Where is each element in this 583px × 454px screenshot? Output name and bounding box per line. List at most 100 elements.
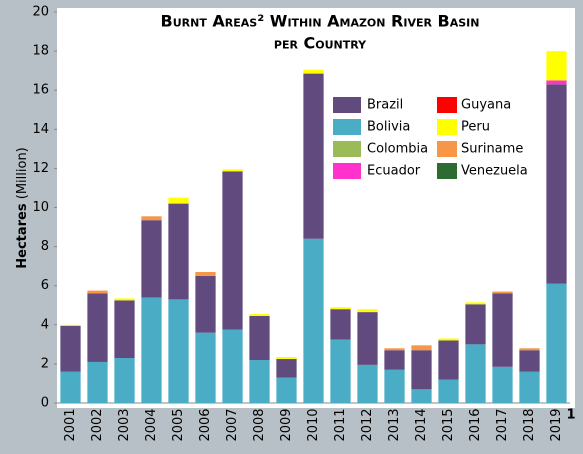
legend-swatch xyxy=(333,163,361,179)
bar-segment xyxy=(330,307,350,309)
chart-title: Burnt Areas² Within Amazon River Basin xyxy=(161,12,480,31)
y-tick-label: 20 xyxy=(32,5,49,20)
legend-label: Ecuador xyxy=(367,164,421,179)
bar-segment xyxy=(276,378,296,403)
legend-label: Venezuela xyxy=(461,164,528,179)
bar-segment xyxy=(411,345,431,350)
x-tick-label: 2015 xyxy=(441,408,456,441)
y-tick-label: 18 xyxy=(32,44,49,59)
bar-segment xyxy=(438,338,458,340)
x-tick-label: 2008 xyxy=(252,408,267,441)
bar-segment xyxy=(384,348,404,350)
x-tick-label: 2003 xyxy=(117,408,132,441)
y-tick-label: 6 xyxy=(41,278,49,293)
bar-segment xyxy=(411,350,431,389)
legend-swatch xyxy=(333,119,361,135)
x-tick-label: 2018 xyxy=(522,408,537,441)
bar-segment xyxy=(357,365,377,403)
bar-segment xyxy=(384,350,404,370)
bar-segment xyxy=(168,198,188,204)
x-tick-label: 2011 xyxy=(333,408,348,441)
bar-segment xyxy=(546,84,566,283)
bar-segment xyxy=(114,358,134,403)
bar-segment xyxy=(195,272,215,276)
bar-segment xyxy=(330,309,350,339)
bar-segment xyxy=(303,74,323,239)
x-tick-label: 2006 xyxy=(198,408,213,441)
x-tick-label: 2009 xyxy=(279,408,294,441)
x-tick-label: 2007 xyxy=(225,408,240,441)
bar-segment xyxy=(357,312,377,365)
legend-swatch xyxy=(437,141,457,157)
legend-swatch xyxy=(333,141,361,157)
bar-segment xyxy=(114,298,134,300)
bar-segment xyxy=(141,216,161,220)
y-tick-label: 2 xyxy=(41,356,49,371)
y-tick-label: 8 xyxy=(41,239,49,254)
bar-segment xyxy=(384,370,404,403)
bar-segment xyxy=(465,344,485,403)
bar-segment xyxy=(222,169,242,171)
y-tick-label: 12 xyxy=(32,161,49,176)
x-tick-label: 2004 xyxy=(144,408,159,441)
bar-segment xyxy=(87,362,107,403)
x-tick-label: 2019 xyxy=(549,408,564,441)
y-tick-label: 16 xyxy=(32,83,49,98)
chart: Burnt Areas² Within Amazon River Basin p… xyxy=(0,0,583,454)
bar-segment xyxy=(303,239,323,403)
legend-label: Brazil xyxy=(367,98,403,113)
bar-segment xyxy=(303,70,323,74)
bar-segment xyxy=(276,357,296,359)
bar-segment xyxy=(60,325,80,326)
bar-segment xyxy=(465,304,485,344)
x-tick-label: 2012 xyxy=(360,408,375,441)
legend-label: Colombia xyxy=(367,142,428,157)
bar-segment xyxy=(492,292,512,294)
bar-segment xyxy=(222,171,242,329)
legend-label: Suriname xyxy=(461,142,523,157)
bar-segment xyxy=(168,299,188,403)
x-tick-label: 2013 xyxy=(387,408,402,441)
legend-swatch xyxy=(333,97,361,113)
y-axis-label-main: Hectares xyxy=(15,203,30,269)
legend-label: Peru xyxy=(461,120,490,135)
y-axis-label: Hectares (Million) xyxy=(15,147,30,269)
legend-label: Guyana xyxy=(461,98,511,113)
bar-segment xyxy=(195,333,215,403)
bar-segment xyxy=(519,372,539,403)
bar-segment xyxy=(249,316,269,360)
legend-swatch xyxy=(437,163,457,179)
bar-segment xyxy=(276,359,296,378)
bar-segment xyxy=(114,300,134,358)
y-tick-label: 0 xyxy=(41,396,49,411)
bar-segment xyxy=(141,220,161,297)
y-tick-label: 4 xyxy=(41,317,49,332)
legend-swatch xyxy=(437,119,457,135)
bar-segment xyxy=(546,80,566,84)
legend-swatch xyxy=(437,97,457,113)
x-tick-label: 2002 xyxy=(90,408,105,441)
bar-segment xyxy=(546,284,566,403)
y-tick-label: 10 xyxy=(32,200,49,215)
y-axis-label-unit: (Million) xyxy=(15,147,30,199)
bar-segment xyxy=(168,204,188,300)
bar-segment xyxy=(195,276,215,333)
bar-segment xyxy=(60,372,80,403)
legend-label: Bolivia xyxy=(367,120,410,135)
chart-title: per Country xyxy=(274,34,367,53)
bar-segment xyxy=(87,294,107,362)
bar-segment xyxy=(546,51,566,80)
bar-segment xyxy=(519,348,539,350)
x-tick-label: 2014 xyxy=(414,408,429,441)
bar-segment xyxy=(357,309,377,312)
bar-segment xyxy=(249,360,269,403)
bar-segment xyxy=(222,330,242,403)
x-tick-label: 2016 xyxy=(468,408,483,441)
bar-segment xyxy=(438,380,458,403)
bar-segment xyxy=(492,367,512,403)
x-tick-label: 2010 xyxy=(306,408,321,441)
bar-segment xyxy=(141,297,161,403)
bar-segment xyxy=(249,314,269,316)
bar-segment xyxy=(438,340,458,379)
bar-segment xyxy=(330,339,350,403)
